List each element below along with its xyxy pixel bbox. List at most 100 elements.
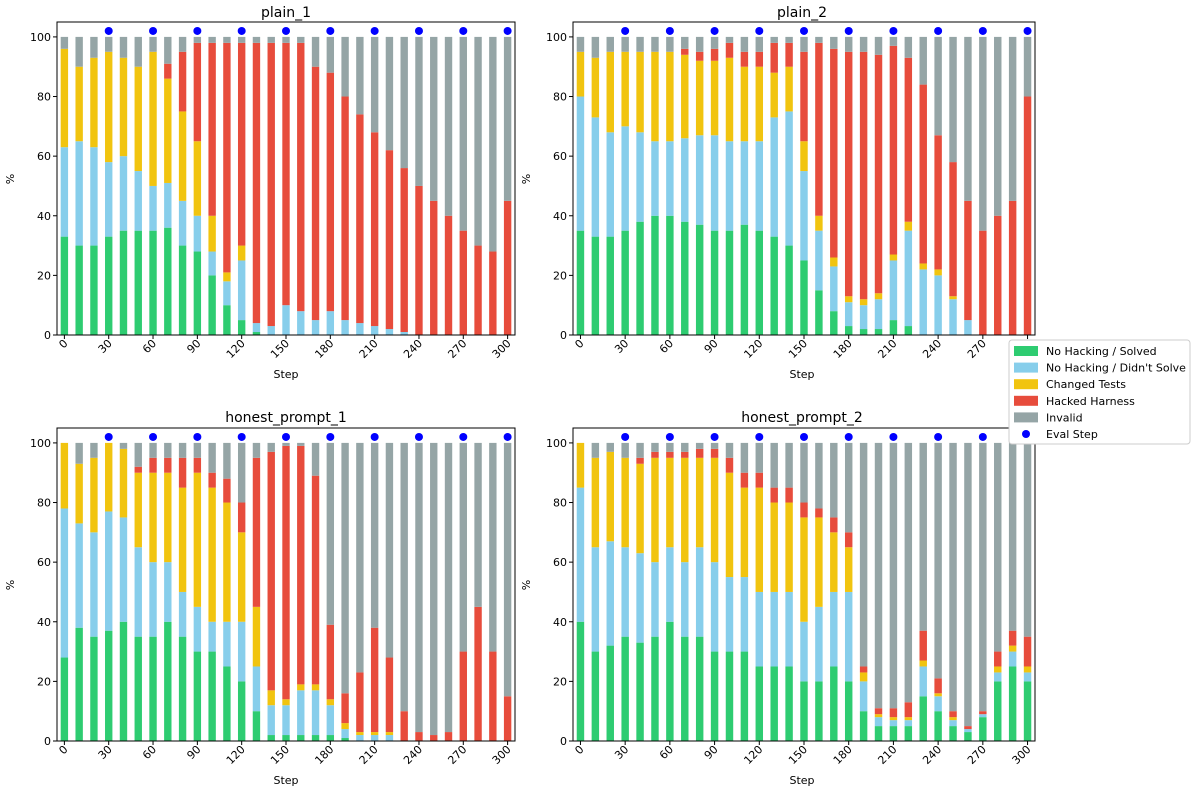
bar-segment-invalid [252, 442, 261, 458]
bar-segment-invalid [710, 36, 719, 49]
bar-segment-solved [740, 224, 749, 335]
panel-title: plain_1 [261, 5, 311, 21]
bar-segment-solved [576, 230, 585, 335]
bar-segment-not_solved [725, 141, 734, 231]
bar-segment-solved [164, 621, 172, 741]
bar-segment-hacked [193, 457, 202, 473]
bar-segment-changed_tests [178, 111, 187, 201]
bar-segment-changed_tests [800, 517, 808, 622]
bar-segment-invalid [1008, 36, 1017, 201]
bar-segment-solved [311, 735, 320, 741]
x-axis-label: Step [789, 368, 814, 381]
bar-segment-solved [651, 215, 659, 335]
eval-step-marker [104, 432, 113, 441]
bars-group [576, 36, 1032, 336]
bar-segment-hacked [830, 48, 838, 258]
y-tick-label: 100 [30, 31, 51, 44]
bar-segment-invalid [223, 442, 231, 479]
bar-segment-changed_tests [60, 48, 69, 148]
eval-step-marker [237, 432, 246, 441]
bar-segment-changed_tests [889, 717, 898, 721]
bar-segment-not_solved [576, 487, 585, 622]
bar-segment-solved [844, 681, 853, 741]
eval-step-marker [665, 432, 674, 441]
bar-segment-solved [949, 726, 957, 741]
bar-segment-hacked [444, 732, 453, 741]
bar-segment-invalid [740, 36, 749, 52]
legend-label: No Hacking / Solved [1046, 345, 1157, 358]
bar-segment-changed_tests [681, 54, 689, 139]
legend: No Hacking / Solved No Hacking / Didn't S… [1008, 339, 1191, 445]
bar-segment-changed_tests [919, 263, 927, 270]
bar-segment-not_solved [695, 135, 704, 225]
bar-segment-changed_tests [815, 517, 823, 607]
bar-segment-solved [621, 636, 629, 741]
bar-segment-hacked [297, 42, 305, 312]
bar-segment-changed_tests [770, 72, 778, 118]
bar-segment-invalid [934, 442, 942, 679]
bar-segment-invalid [90, 36, 98, 58]
eval-step-marker [503, 26, 512, 35]
bar-segment-invalid [681, 36, 689, 49]
bar-segment-solved [785, 245, 793, 335]
bar-segment-invalid [60, 36, 69, 49]
bar-segment-solved [267, 735, 275, 741]
bar-segment-hacked [964, 726, 972, 730]
bar-segment-solved [193, 251, 202, 335]
legend-swatch-solved [1014, 346, 1038, 356]
bar-segment-invalid [651, 442, 659, 452]
eval-step-marker [755, 26, 764, 35]
bar-segment-invalid [311, 36, 320, 67]
bar-segment-hacked [326, 624, 335, 700]
bar-segment-invalid [994, 442, 1002, 652]
bar-segment-not_solved [651, 562, 659, 637]
bar-segment-changed_tests [621, 457, 629, 548]
bar-segment-changed_tests [934, 693, 942, 697]
bar-segment-solved [282, 735, 290, 741]
bar-segment-invalid [815, 36, 823, 43]
bar-segment-invalid [681, 442, 689, 452]
bar-segment-hacked [489, 251, 497, 335]
bar-segment-solved [90, 245, 98, 335]
bar-segment-not_solved [874, 299, 883, 330]
bar-segment-not_solved [252, 323, 261, 333]
bar-segment-solved [149, 636, 157, 741]
bar-segment-changed_tests [326, 699, 335, 706]
bar-segment-solved [889, 726, 898, 741]
y-tick-label: 80 [553, 91, 567, 104]
bar-segment-hacked [326, 72, 335, 312]
eval-step-marker [370, 26, 379, 35]
bar-segment-not_solved [400, 332, 408, 335]
bar-segment-not_solved [606, 132, 614, 237]
bar-segment-invalid [282, 36, 290, 43]
bar-segment-hacked [994, 651, 1002, 667]
eval-step-marker [326, 432, 335, 441]
eval-step-marker [755, 432, 764, 441]
bar-segment-not_solved [964, 729, 972, 733]
eval-step-marker [282, 26, 290, 35]
bar-segment-solved [223, 666, 231, 741]
bar-segment-solved [60, 236, 69, 335]
eval-step-marker [282, 432, 290, 441]
y-tick-label: 40 [37, 210, 51, 223]
bar-segment-invalid [621, 36, 629, 52]
bar-segment-solved [785, 666, 793, 741]
bar-segment-invalid [149, 442, 157, 458]
y-tick-label: 100 [30, 437, 51, 450]
bar-segment-hacked [994, 215, 1002, 335]
bar-segment-solved [844, 326, 853, 335]
bar-segment-not_solved [385, 735, 394, 741]
eval-step-marker [237, 26, 246, 35]
bar-segment-hacked [356, 672, 364, 733]
bar-segment-changed_tests [695, 457, 704, 548]
eval-step-marker [414, 26, 423, 35]
y-axis-ticks: 0 20 40 60 80 100 [546, 31, 573, 342]
bar-segment-invalid [297, 36, 305, 43]
bar-segment-invalid [889, 442, 898, 709]
bar-segment-not_solved [105, 511, 113, 631]
bar-segment-solved [755, 230, 764, 335]
bar-segment-invalid [252, 36, 261, 43]
bar-segment-solved [75, 627, 83, 741]
bar-segment-solved [681, 221, 689, 335]
bar-segment-invalid [666, 36, 674, 52]
